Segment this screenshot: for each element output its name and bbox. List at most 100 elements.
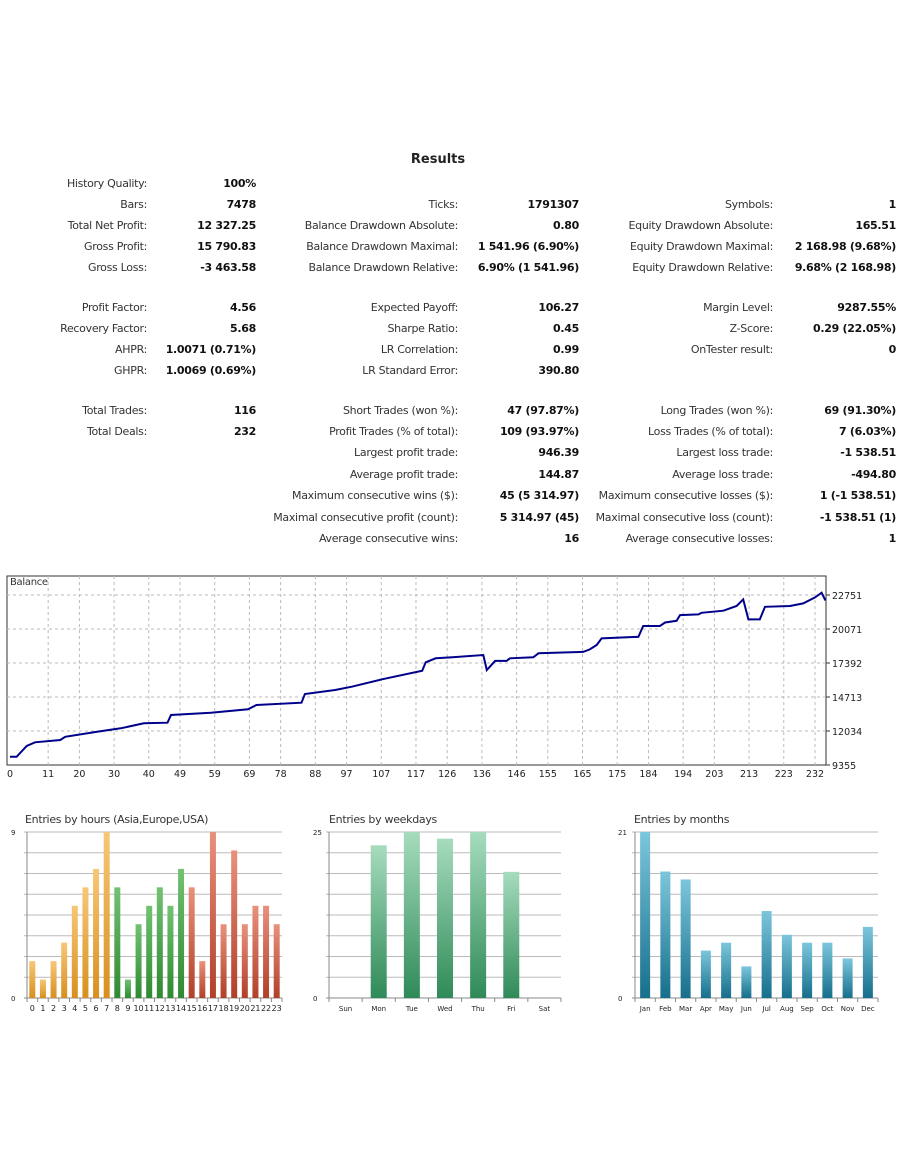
- x-tick-label: 126: [438, 769, 456, 780]
- stat-label: Largest loss trade:: [676, 446, 773, 459]
- stat-label: Average loss trade:: [672, 468, 773, 481]
- stat-label: Total Net Profit:: [67, 219, 148, 232]
- bar: [761, 911, 772, 998]
- bar: [403, 832, 420, 998]
- stat-value: 1: [888, 198, 897, 211]
- bar: [370, 845, 387, 998]
- bar: [188, 887, 195, 998]
- bar: [103, 832, 110, 998]
- y-tick-label: 20071: [832, 625, 862, 636]
- stat-value: 5.68: [230, 322, 256, 335]
- bar: [231, 850, 238, 998]
- bar: [680, 879, 691, 998]
- stat-label: Margin Level:: [703, 301, 773, 314]
- x-tick-label: Mon: [371, 1005, 386, 1013]
- weekdays-chart-title: Entries by weekdays: [329, 813, 437, 826]
- stat-value: 69 (91.30%): [824, 404, 896, 417]
- x-tick-label: Aug: [780, 1005, 794, 1013]
- stat-value: 7478: [226, 198, 257, 211]
- stat-value: 1: [888, 532, 897, 545]
- stat-value: 165.51: [855, 219, 896, 232]
- bar: [822, 942, 833, 998]
- bar: [437, 838, 453, 998]
- x-tick-label: Jan: [639, 1005, 651, 1013]
- y-tick-label: 21: [618, 829, 627, 837]
- stat-label: Equity Drawdown Relative:: [632, 261, 773, 274]
- x-tick-label: 20: [240, 1004, 250, 1013]
- x-tick-label: Thu: [471, 1005, 485, 1013]
- bar: [209, 832, 216, 998]
- bar: [741, 966, 752, 998]
- x-tick-label: 8: [115, 1004, 120, 1013]
- hours-chart-title: Entries by hours (Asia,Europe,USA): [25, 813, 209, 826]
- x-tick-label: 165: [573, 769, 591, 780]
- bar: [135, 924, 142, 998]
- stat-label: Sharpe Ratio:: [387, 322, 458, 335]
- y-tick-label: 25: [313, 829, 322, 837]
- stat-label: GHPR:: [114, 364, 147, 377]
- stat-label: Largest profit trade:: [354, 446, 458, 459]
- stat-value: 232: [233, 425, 256, 438]
- stat-value: 16: [564, 532, 579, 545]
- x-tick-label: 78: [275, 769, 287, 780]
- x-tick-label: 10: [133, 1004, 143, 1013]
- x-tick-label: Sep: [801, 1005, 815, 1013]
- bar: [50, 961, 57, 998]
- x-tick-label: 17: [208, 1004, 218, 1013]
- bar: [640, 832, 651, 998]
- stat-label: Profit Trades (% of total):: [329, 425, 458, 438]
- stat-label: Expected Payoff:: [370, 301, 459, 314]
- stat-value: 47 (97.87%): [507, 404, 579, 417]
- stat-label: Recovery Factor:: [60, 322, 147, 335]
- y-tick-label: 0: [313, 995, 317, 1003]
- x-tick-label: 194: [674, 769, 692, 780]
- stat-value: -1 538.51: [840, 446, 896, 459]
- x-tick-label: 4: [72, 1004, 77, 1013]
- stat-value: 1 (-1 538.51): [819, 489, 896, 502]
- plot-area: [6, 575, 827, 766]
- x-tick-label: 16: [197, 1004, 207, 1013]
- y-tick-label: 12034: [832, 727, 862, 738]
- stat-label: Balance Drawdown Maximal:: [306, 240, 458, 253]
- stat-value: 1 541.96 (6.90%): [477, 240, 579, 253]
- x-tick-label: 12: [155, 1004, 165, 1013]
- x-tick-label: 88: [309, 769, 321, 780]
- x-tick-label: 20: [73, 769, 85, 780]
- y-tick-label: 14713: [832, 693, 862, 704]
- months-chart-title: Entries by months: [634, 813, 730, 826]
- x-tick-label: 21: [250, 1004, 260, 1013]
- stat-value: 100%: [223, 177, 256, 190]
- x-tick-label: Tue: [405, 1005, 418, 1013]
- bar: [156, 887, 163, 998]
- stat-label: AHPR:: [115, 343, 147, 356]
- stat-value: 116: [233, 404, 256, 417]
- y-tick-label: 22751: [832, 591, 862, 602]
- stat-value: 5 314.97 (45): [499, 511, 580, 524]
- bar: [781, 934, 792, 998]
- x-tick-label: 2: [51, 1004, 56, 1013]
- stat-label: Gross Profit:: [84, 240, 147, 253]
- x-tick-label: Oct: [821, 1005, 833, 1013]
- stat-label: Maximum consecutive wins ($):: [292, 489, 458, 502]
- stat-value: 1791307: [527, 198, 580, 211]
- stat-label: Total Trades:: [82, 404, 147, 417]
- stat-label: Balance Drawdown Relative:: [308, 261, 458, 274]
- bar: [167, 905, 174, 998]
- bar: [199, 961, 206, 998]
- bar: [241, 924, 248, 998]
- stat-value: 4.56: [230, 301, 256, 314]
- stat-label: Total Deals:: [86, 425, 147, 438]
- x-tick-label: 14: [176, 1004, 186, 1013]
- stat-value: 15 790.83: [197, 240, 256, 253]
- stat-label: Equity Drawdown Absolute:: [628, 219, 774, 232]
- stat-label: Average consecutive losses:: [625, 532, 774, 545]
- bar: [700, 950, 711, 998]
- stat-label: Long Trades (won %):: [660, 404, 774, 417]
- bar: [220, 924, 227, 998]
- stat-label: Loss Trades (% of total):: [648, 425, 773, 438]
- stat-label: Equity Drawdown Maximal:: [629, 240, 773, 253]
- stat-value: 0.99: [553, 343, 579, 356]
- x-tick-label: 18: [218, 1004, 228, 1013]
- stat-label: Short Trades (won %):: [343, 404, 458, 417]
- bar: [124, 979, 131, 998]
